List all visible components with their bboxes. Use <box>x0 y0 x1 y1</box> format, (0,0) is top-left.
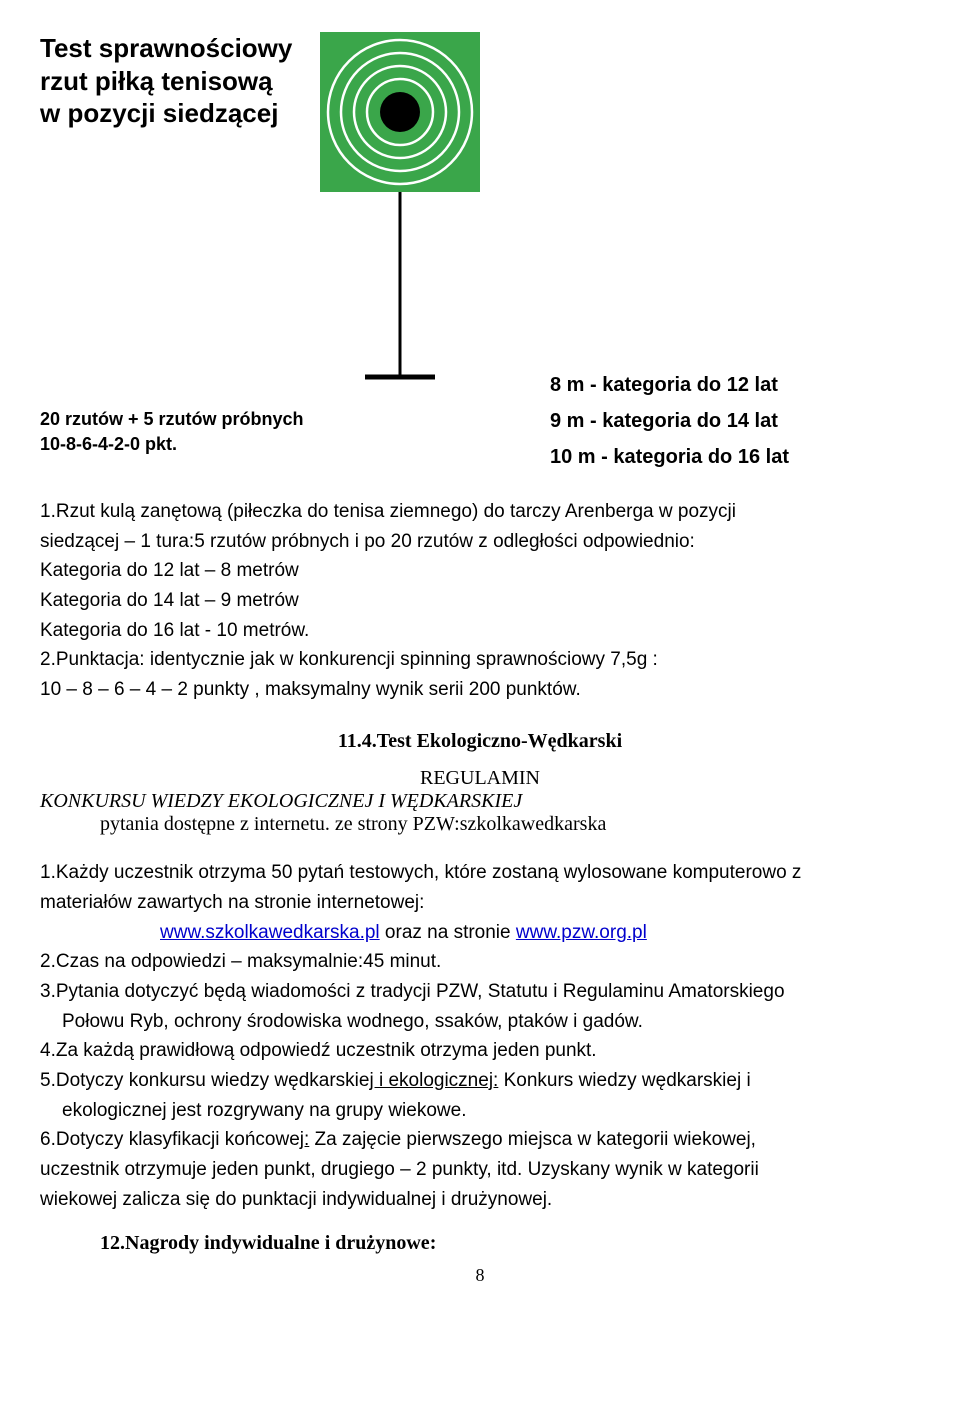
rule-1-links: www.szkolkawedkarska.pl oraz na stronie … <box>40 920 920 946</box>
rule-6b: uczestnik otrzymuje jeden punkt, drugieg… <box>40 1157 920 1183</box>
p1-l6: 2.Punktacja: identycznie jak w konkurenc… <box>40 647 920 673</box>
rules-block: 1.Każdy uczestnik otrzyma 50 pytań testo… <box>40 860 920 1212</box>
rule-5a-end: Konkurs wiedzy wędkarskiej i <box>498 1070 750 1091</box>
paragraph-1: 1.Rzut kulą zanętową (piłeczka do tenisa… <box>40 499 920 702</box>
pytania-line: pytania dostępne z internetu. ze strony … <box>100 813 920 836</box>
target-stem-icon <box>320 192 480 387</box>
rule-6a-pre: 6.Dotyczy klasyfikacji końcowe <box>40 1129 300 1150</box>
rule-6c: wiekowej zalicza się do punktacji indywi… <box>40 1187 920 1213</box>
p1-l1: 1.Rzut kulą zanętową (piłeczka do tenisa… <box>40 499 920 525</box>
page-number: 8 <box>40 1265 920 1286</box>
rule-3a: 3.Pytania dotyczyć będą wiadomości z tra… <box>40 979 920 1005</box>
throws-info: 20 rzutów + 5 rzutów próbnych 10-8-6-4-2… <box>40 367 330 457</box>
distances-info: 8 m - kategoria do 12 lat 9 m - kategori… <box>370 367 789 475</box>
distance-16: 10 m - kategoria do 16 lat <box>550 439 789 475</box>
rule-4: 4.Za każdą prawidłową odpowiedź uczestni… <box>40 1038 920 1064</box>
title-line-1: Test sprawnościowy <box>40 33 292 63</box>
title-line-3: w pozycji siedzącej <box>40 98 278 128</box>
link-pzw[interactable]: www.pzw.org.pl <box>516 922 647 943</box>
regulamin-label: REGULAMIN <box>40 767 920 790</box>
distance-12: 8 m - kategoria do 12 lat <box>550 367 789 403</box>
target-icon <box>320 32 480 192</box>
header-section: Test sprawnościowy rzut piłką tenisową w… <box>40 32 920 387</box>
mid-info-row: 20 rzutów + 5 rzutów próbnych 10-8-6-4-2… <box>40 367 920 475</box>
p1-l4: Kategoria do 14 lat – 9 metrów <box>40 588 920 614</box>
rule-5a-pre: 5.Dotyczy konkursu wiedzy wędkarskie <box>40 1070 369 1091</box>
konkurs-title: KONKURSU WIEDZY EKOLOGICZNEJ I WĘDKARSKI… <box>40 790 920 813</box>
section-12-heading: 12.Nagrody indywidualne i drużynowe: <box>100 1232 920 1255</box>
rule-6a: 6.Dotyczy klasyfikacji końcowej: Za zaję… <box>40 1127 920 1153</box>
distance-14: 9 m - kategoria do 14 lat <box>550 403 789 439</box>
rule-1a: 1.Każdy uczestnik otrzyma 50 pytań testo… <box>40 860 920 886</box>
throws-line-1: 20 rzutów + 5 rzutów próbnych <box>40 407 330 432</box>
p1-l3: Kategoria do 12 lat – 8 metrów <box>40 558 920 584</box>
p1-l2: siedzącej – 1 tura:5 rzutów próbnych i p… <box>40 529 920 555</box>
page-title: Test sprawnościowy rzut piłką tenisową w… <box>40 32 300 130</box>
rule-5a-u: j i ekologicznej: <box>369 1070 498 1091</box>
rule-1-mid: oraz na stronie <box>380 922 516 943</box>
throws-line-2: 10-8-6-4-2-0 pkt. <box>40 432 330 457</box>
rule-2: 2.Czas na odpowiedzi – maksymalnie:45 mi… <box>40 949 920 975</box>
title-block: Test sprawnościowy rzut piłką tenisową w… <box>40 32 300 130</box>
section-11-4-heading: 11.4.Test Ekologiczno-Wędkarski <box>40 730 920 753</box>
target-diagram <box>320 32 480 387</box>
link-szkolka[interactable]: www.szkolkawedkarska.pl <box>160 922 380 943</box>
rule-6a-end: Za zajęcie pierwszego miejsca w kategori… <box>309 1129 756 1150</box>
rule-1b: materiałów zawartych na stronie internet… <box>40 890 920 916</box>
rule-6a-u: j: <box>300 1129 310 1150</box>
p1-l5: Kategoria do 16 lat - 10 metrów. <box>40 618 920 644</box>
p1-l7: 10 – 8 – 6 – 4 – 2 punkty , maksymalny w… <box>40 677 920 703</box>
rule-3b: Połowu Ryb, ochrony środowiska wodnego, … <box>40 1009 920 1035</box>
title-line-2: rzut piłką tenisową <box>40 66 273 96</box>
rule-5a: 5.Dotyczy konkursu wiedzy wędkarskiej i … <box>40 1068 920 1094</box>
rule-5b: ekologicznej jest rozgrywany na grupy wi… <box>40 1098 920 1124</box>
